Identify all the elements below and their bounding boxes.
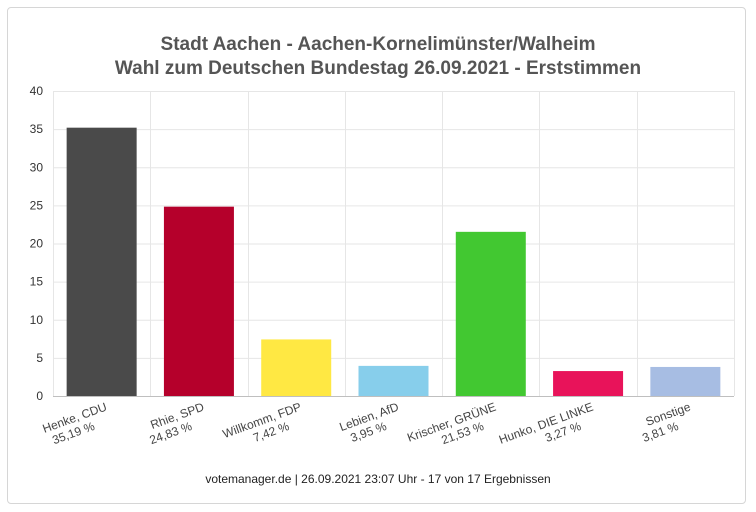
- bar: [163, 206, 234, 396]
- y-tick-label: 35: [30, 122, 44, 136]
- x-tick-label: Rhie, SPD24,83 %: [143, 400, 211, 448]
- y-tick-label: 40: [30, 84, 44, 98]
- bar: [553, 371, 624, 396]
- y-tick-label: 30: [30, 160, 44, 174]
- x-tick-label: Henke, CDU35,19 %: [41, 400, 114, 449]
- x-tick-label: Hunko, DIE LINKE3,27 %: [497, 400, 600, 460]
- x-tick-label: Sonstige3,81 %: [636, 400, 698, 445]
- y-tick-label: 20: [30, 237, 44, 251]
- chart-footer: votemanager.de | 26.09.2021 23:07 Uhr - …: [205, 472, 551, 486]
- chart-title: Stadt Aachen - Aachen-Kornelimünster/Wal…: [160, 34, 596, 55]
- y-tick-label: 25: [30, 198, 44, 212]
- x-tick-label: Willkomm, FDP7,42 %: [221, 400, 308, 455]
- x-tick-label: Krischer, GRÜNE21,53 %: [405, 400, 502, 458]
- bar: [650, 366, 721, 396]
- bar: [66, 127, 137, 397]
- bar: [455, 231, 526, 396]
- bar: [261, 339, 332, 396]
- y-tick-label: 10: [30, 313, 44, 327]
- bar: [358, 365, 429, 396]
- y-tick-label: 5: [36, 351, 43, 365]
- chart-subtitle: Wahl zum Deutschen Bundestag 26.09.2021 …: [114, 58, 642, 79]
- y-tick-label: 15: [30, 275, 44, 289]
- y-tick-label: 0: [36, 389, 43, 403]
- x-tick-label: Lebien, AfD3,95 %: [337, 400, 405, 448]
